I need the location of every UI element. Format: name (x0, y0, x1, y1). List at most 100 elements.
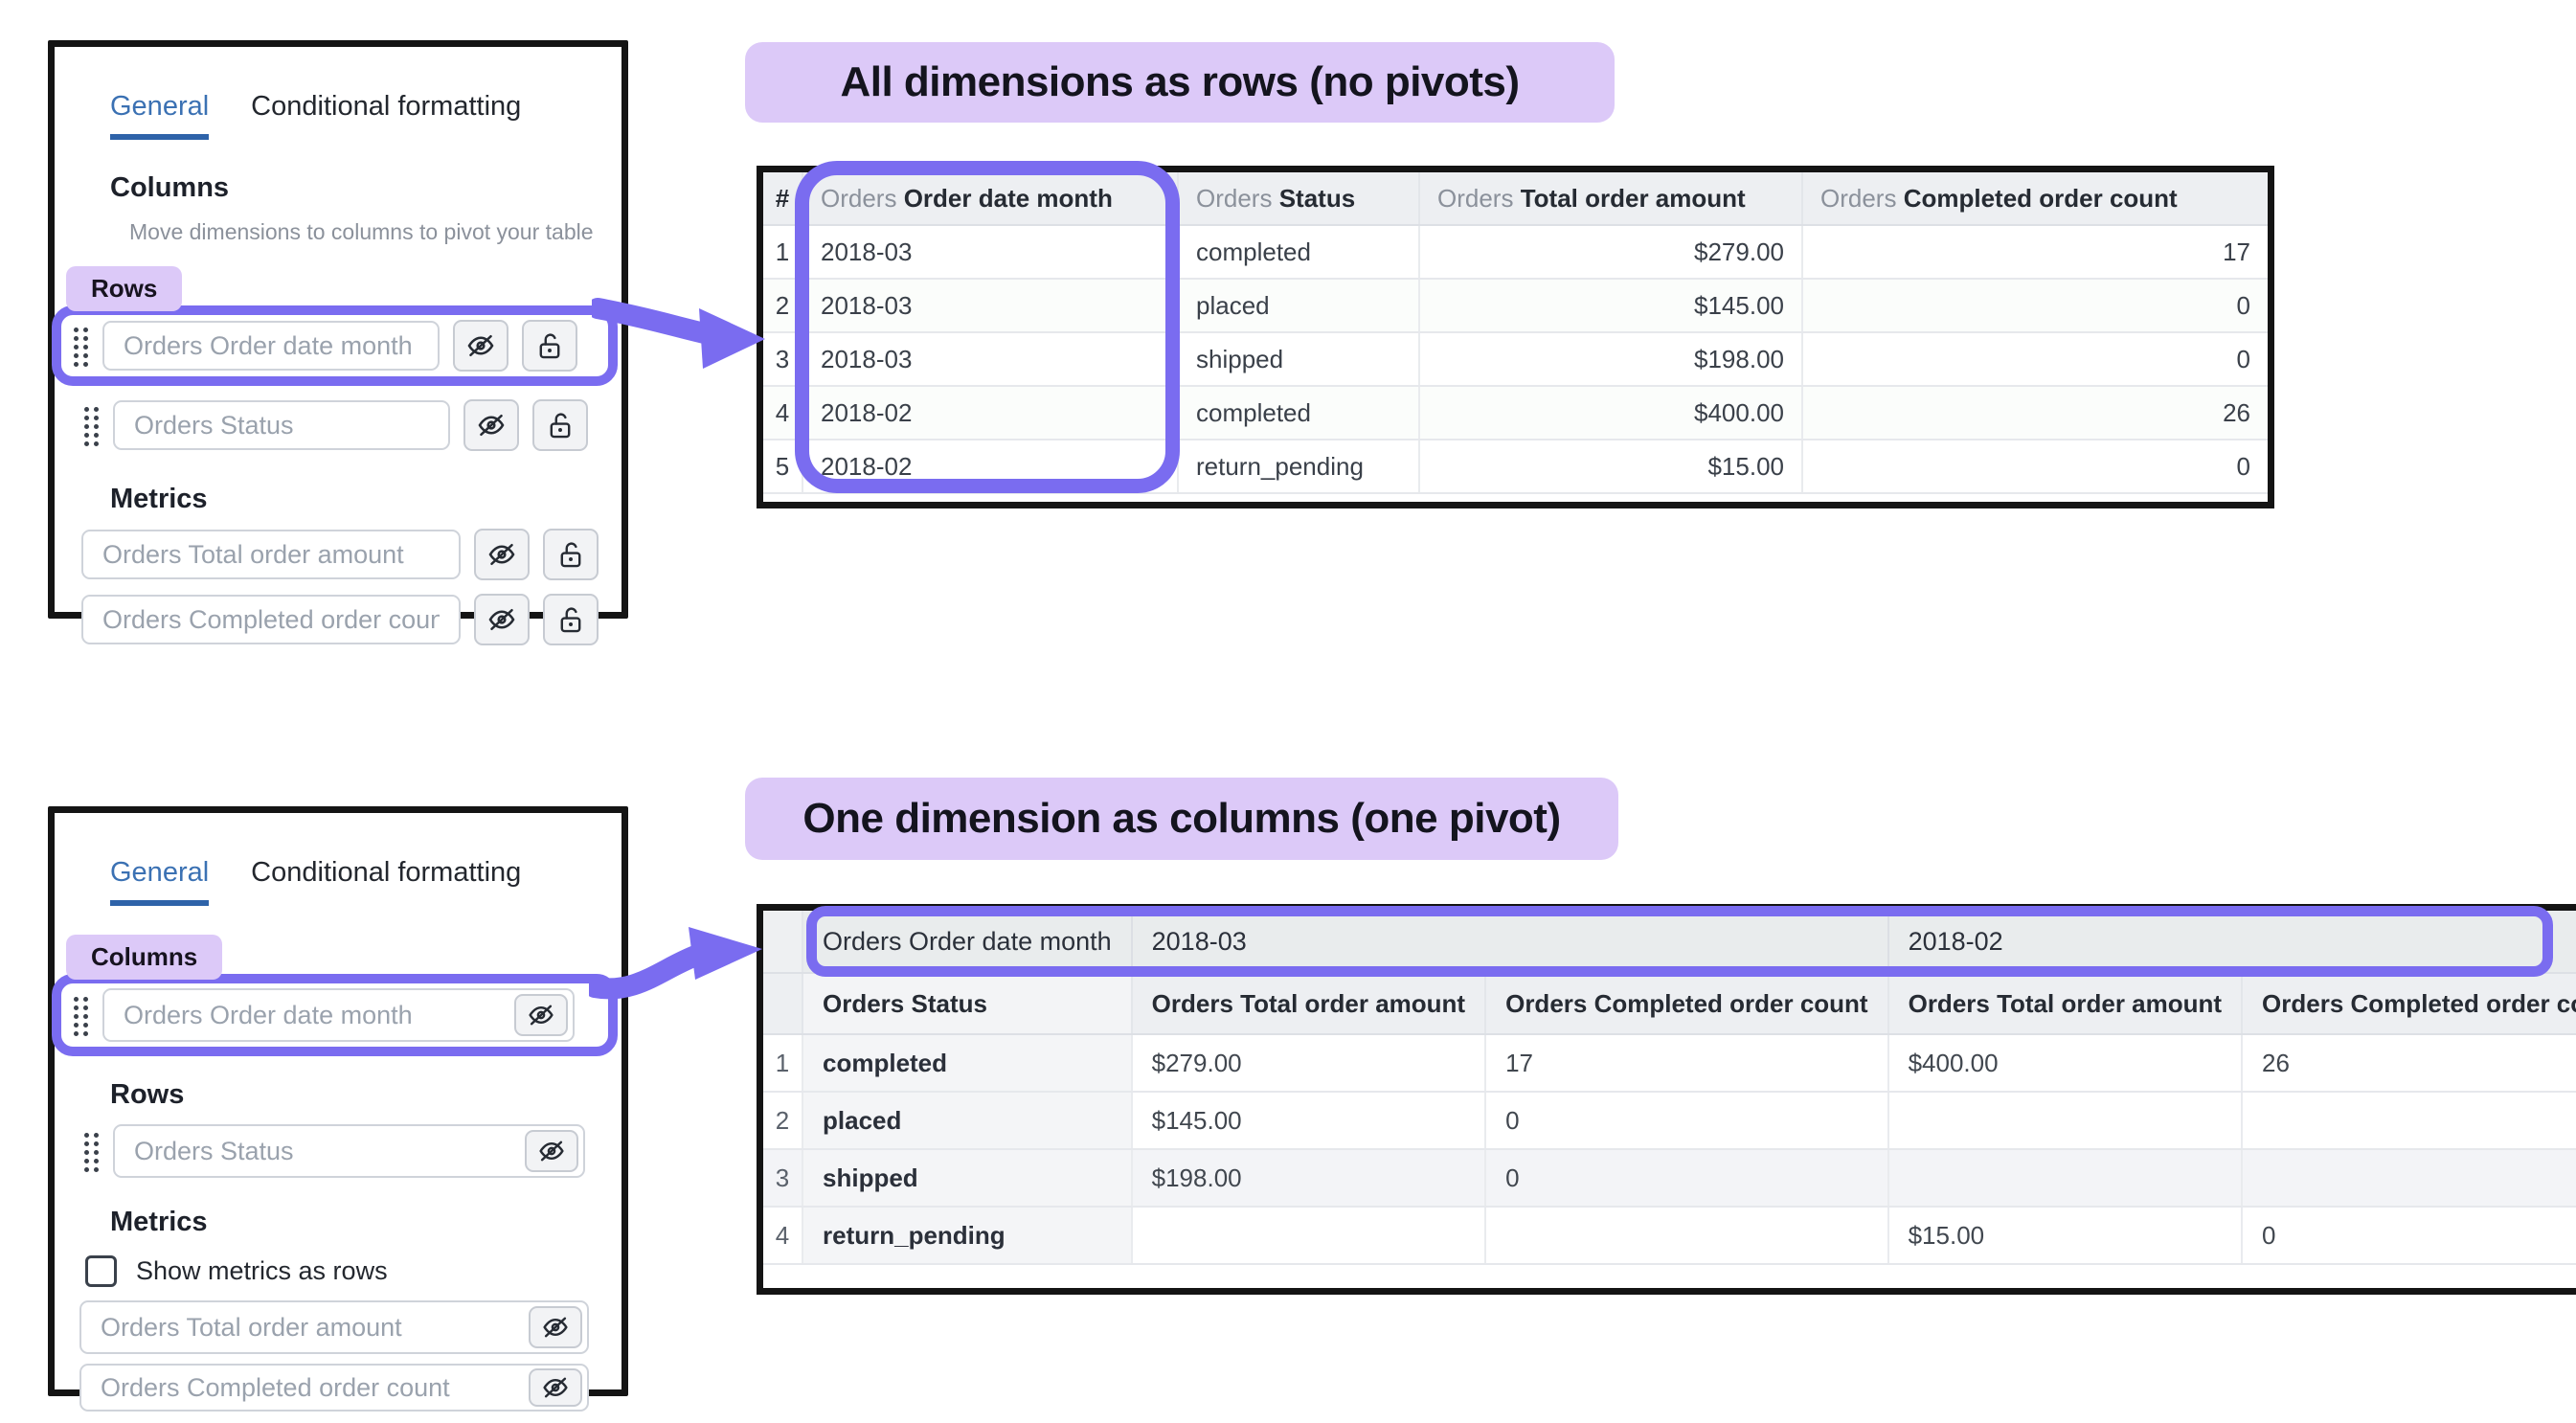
cell-date: 2018-03 (802, 332, 1179, 387)
cell-status: completed (1178, 225, 1420, 280)
drag-handle-icon[interactable] (73, 325, 89, 367)
cell-row-index: 4 (763, 386, 803, 440)
cell-count (2242, 1149, 2576, 1208)
cell-amount: $400.00 (1419, 386, 1803, 440)
col-header-total-order-amount[interactable]: Orders Total order amount (1419, 172, 1803, 226)
field-input-order-date-month[interactable] (102, 321, 440, 371)
field-input-order-date-month[interactable] (104, 992, 514, 1038)
hide-field-button[interactable] (514, 994, 568, 1036)
col-header-completed-order-count[interactable]: Orders Completed order count (1802, 172, 2268, 226)
highlight-row-field (52, 305, 618, 386)
lock-open-icon (539, 333, 560, 359)
cell-count: 0 (1802, 440, 2268, 494)
drag-handle-icon[interactable] (83, 1130, 100, 1172)
hide-field-button[interactable] (529, 1368, 582, 1407)
tab-conditional-formatting[interactable]: Conditional formatting (251, 91, 522, 122)
col-header-total-order-amount[interactable]: Orders Total order amount (1131, 973, 1487, 1035)
col-header-status[interactable]: Orders Status (1178, 172, 1420, 226)
columns-label-highlighted: Columns (66, 935, 223, 980)
section-title-banner-bottom: One dimension as columns (one pivot) (745, 778, 1618, 860)
field-chip-status[interactable] (83, 1124, 621, 1178)
tab-conditional-formatting[interactable]: Conditional formatting (251, 857, 522, 888)
cell-amount: $279.00 (1419, 225, 1803, 280)
col-header-completed-order-count[interactable]: Orders Completed order count (1485, 973, 1889, 1035)
metrics-heading: Metrics (110, 484, 208, 514)
hide-field-button[interactable] (453, 320, 508, 372)
lock-field-button[interactable] (522, 320, 577, 372)
lock-open-icon (560, 542, 581, 568)
cell-count: 0 (1802, 279, 2268, 333)
corner-cell (763, 911, 803, 974)
cell-count: 0 (1802, 332, 2268, 387)
col-header-status[interactable]: Orders Status (802, 973, 1133, 1035)
cell-count: 17 (1485, 1034, 1889, 1093)
table-row: 3 2018-03 shipped $198.00 0 (763, 332, 2268, 387)
rows-label-highlighted: Rows (66, 266, 183, 311)
lock-field-button[interactable] (543, 594, 599, 645)
eye-slash-icon (488, 543, 515, 566)
field-chip-completed-order-count[interactable] (79, 1364, 621, 1412)
lock-open-icon (560, 607, 581, 633)
cell-count: 0 (2242, 1207, 2576, 1265)
hide-field-button[interactable] (463, 399, 519, 451)
tab-general[interactable]: General (110, 857, 210, 906)
cell-status: shipped (1178, 332, 1420, 387)
field-input-completed-order-count[interactable] (81, 1365, 529, 1411)
pivot-group-2018-02[interactable]: 2018-02 (1887, 911, 2576, 974)
pivot-header-row: Orders Order date month 2018-03 2018-02 (763, 911, 2576, 974)
drag-handle-icon[interactable] (73, 994, 89, 1036)
hide-field-button[interactable] (525, 1130, 578, 1172)
field-chip-total-order-amount[interactable] (79, 1300, 621, 1354)
col-header-index (763, 973, 803, 1035)
table-row: 2 placed $145.00 0 (763, 1092, 2576, 1150)
cell-amount: $15.00 (1887, 1207, 2244, 1265)
section-title-banner-top: All dimensions as rows (no pivots) (745, 42, 1615, 123)
col-header-order-date-month[interactable]: Orders Order date month (802, 172, 1179, 226)
table-settings-panel-bottom: General Conditional formatting Columns R… (48, 806, 628, 1412)
result-table-no-pivot: # Orders Order date month Orders Status … (757, 166, 2274, 508)
cell-amount (1887, 1149, 2244, 1208)
hide-field-button[interactable] (529, 1306, 582, 1348)
field-input-total-order-amount[interactable] (81, 530, 461, 579)
banner-text: All dimensions as rows (no pivots) (840, 58, 1520, 105)
show-metrics-as-rows-row: Show metrics as rows (85, 1255, 621, 1287)
field-input-status[interactable] (113, 400, 450, 450)
field-input-completed-order-count[interactable] (81, 595, 461, 644)
tab-general[interactable]: General (110, 91, 210, 140)
columns-helper-text: Move dimensions to columns to pivot your… (129, 219, 594, 244)
hide-field-button[interactable] (474, 594, 530, 645)
table-row: 1 completed $279.00 17 $400.00 26 (763, 1034, 2576, 1093)
banner-text: One dimension as columns (one pivot) (802, 795, 1561, 842)
field-input-status[interactable] (115, 1128, 525, 1174)
field-chip-total-order-amount[interactable] (81, 529, 621, 580)
cell-row-index: 3 (763, 332, 803, 387)
col-header-completed-order-count[interactable]: Orders Completed order count (2242, 973, 2576, 1035)
cell-amount: $145.00 (1419, 279, 1803, 333)
col-header-total-order-amount[interactable]: Orders Total order amount (1887, 973, 2244, 1035)
cell-amount: $198.00 (1419, 332, 1803, 387)
col-header-index[interactable]: # (763, 172, 803, 226)
table-header-row: Orders Status Orders Total order amount … (763, 973, 2576, 1035)
cell-amount: $400.00 (1887, 1034, 2244, 1093)
table-row: 3 shipped $198.00 0 (763, 1149, 2576, 1208)
field-chip-status[interactable] (83, 399, 621, 451)
field-input-total-order-amount[interactable] (81, 1304, 529, 1350)
columns-heading: Columns (110, 172, 230, 203)
table-settings-panel-top: General Conditional formatting Columns M… (48, 40, 628, 645)
cell-amount: $15.00 (1419, 440, 1803, 494)
eye-slash-icon (543, 1377, 568, 1398)
show-metrics-as-rows-checkbox[interactable] (85, 1255, 117, 1287)
field-chip-completed-order-count[interactable] (81, 594, 621, 645)
eye-slash-icon (543, 1317, 568, 1338)
lock-field-button[interactable] (543, 529, 599, 580)
cell-row-index: 1 (763, 225, 803, 280)
pivot-group-2018-03[interactable]: 2018-03 (1131, 911, 1889, 974)
field-chip-order-date-month[interactable] (73, 320, 599, 372)
field-chip-order-date-month[interactable] (73, 988, 599, 1042)
lock-field-button[interactable] (532, 399, 588, 451)
cell-date: 2018-02 (802, 386, 1179, 440)
hide-field-button[interactable] (474, 529, 530, 580)
checkbox-label: Show metrics as rows (136, 1256, 388, 1285)
eye-slash-icon (467, 334, 494, 357)
drag-handle-icon[interactable] (83, 404, 100, 446)
